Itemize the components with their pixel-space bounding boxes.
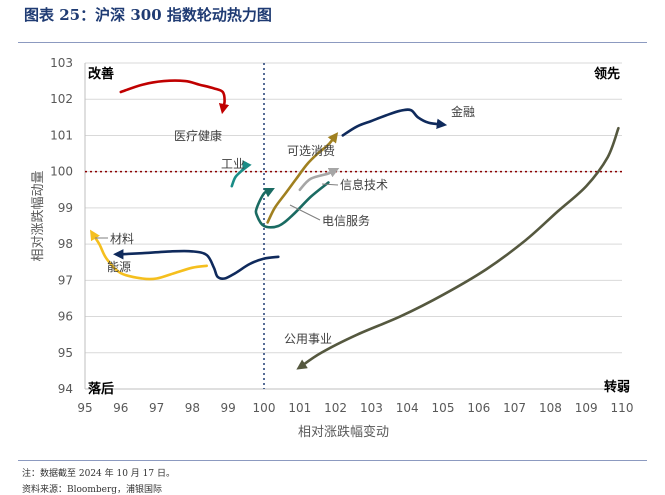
series-line-1 xyxy=(230,160,252,188)
annotation-label: 可选消费 xyxy=(287,144,335,158)
x-axis-title: 相对涨跌幅变动 xyxy=(298,424,389,440)
y-tick-label: 94 xyxy=(58,382,73,396)
date-note: 注：数据截至 2024 年 10 月 17 日。 xyxy=(22,469,175,479)
annotation-label: 材料 xyxy=(110,232,134,246)
rotation-chart: 94 95 96 97 98 99 100 101 102 103 95 96 97 98 99 100 101… xyxy=(30,56,634,440)
title-divider xyxy=(18,42,647,43)
x-tick-label: 98 xyxy=(185,401,200,415)
x-tick-label: 104 xyxy=(396,401,419,415)
annotation-leader xyxy=(289,204,321,221)
annotation-label: 工业 xyxy=(221,157,245,171)
annotation-label: 电信服务 xyxy=(322,213,370,228)
y-tick-label: 96 xyxy=(58,310,73,324)
annotation-label: 金融 xyxy=(451,104,475,119)
y-axis-title: 相对涨跌幅动量 xyxy=(30,170,46,261)
source-note: 资料来源：Bloomberg，浦银国际 xyxy=(22,485,163,495)
x-tick-label: 97 xyxy=(149,401,164,415)
series-line-3 xyxy=(266,132,339,224)
series-line-0 xyxy=(119,79,230,115)
series-line-4 xyxy=(298,168,340,192)
annotation-leader xyxy=(321,183,339,186)
annotation-label: 公用事业 xyxy=(284,332,332,346)
x-tick-label: 100 xyxy=(253,401,276,415)
y-tick-label: 101 xyxy=(50,128,73,142)
annotation-label: 信息技术 xyxy=(340,177,388,192)
y-tick-label: 99 xyxy=(58,201,73,215)
x-tick-label: 99 xyxy=(221,401,236,415)
y-tick-label: 95 xyxy=(58,346,73,360)
series-line-2 xyxy=(341,108,448,137)
y-tick-label: 97 xyxy=(58,273,73,287)
quadrant-label-lagging: 落后 xyxy=(88,381,114,397)
x-tick-label: 110 xyxy=(611,401,634,415)
y-tick-label: 103 xyxy=(50,56,73,70)
quadrant-label-improving: 改善 xyxy=(88,66,114,82)
x-tick-label: 102 xyxy=(324,401,347,415)
x-tick-label: 96 xyxy=(113,401,128,415)
series-line-6 xyxy=(89,229,208,281)
quadrant-label-leading: 领先 xyxy=(594,66,620,82)
series-line-8 xyxy=(296,126,620,370)
x-tick-label: 105 xyxy=(432,401,455,415)
series-line-5 xyxy=(254,181,330,229)
x-tick-label: 106 xyxy=(467,401,490,415)
x-tick-label: 107 xyxy=(503,401,526,415)
x-tick-label: 109 xyxy=(575,401,598,415)
series-line-7 xyxy=(113,249,280,281)
quadrant-label-weakening: 转弱 xyxy=(604,379,630,395)
x-tick-label: 101 xyxy=(288,401,311,415)
y-tick-label: 102 xyxy=(50,92,73,106)
x-tick-label: 95 xyxy=(77,401,92,415)
y-tick-label: 98 xyxy=(58,237,73,251)
x-tick-label: 108 xyxy=(539,401,562,415)
annotation-label: 医疗健康 xyxy=(174,128,222,143)
footer-divider xyxy=(18,460,647,461)
page-title: 图表 25：沪深 300 指数轮动热力图 xyxy=(24,6,272,24)
annotation-label: 能源 xyxy=(107,260,131,274)
x-tick-label: 103 xyxy=(360,401,383,415)
y-tick-label: 100 xyxy=(50,165,73,179)
